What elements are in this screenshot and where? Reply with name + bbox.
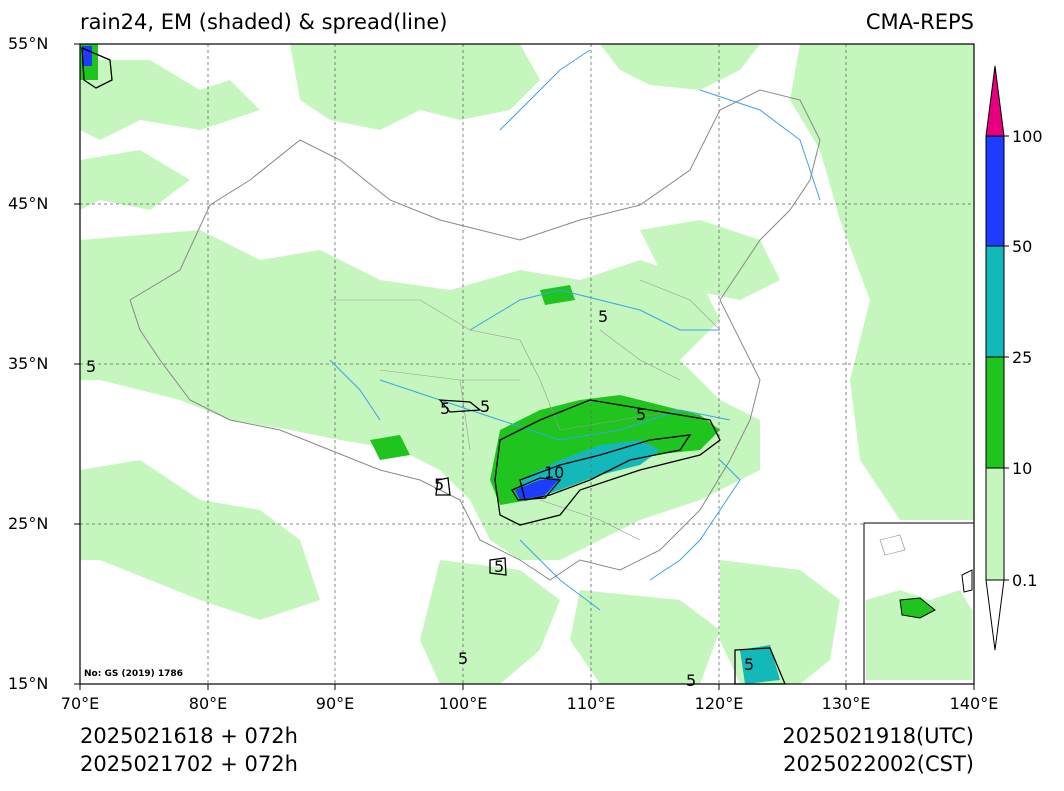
country-border <box>129 89 821 581</box>
contour-label: 5 <box>686 671 696 690</box>
colorbar-label: 25 <box>1012 348 1033 367</box>
lat-tick-label: 35°N <box>8 354 49 373</box>
colorbar <box>985 65 1009 651</box>
spread-contours <box>81 46 786 685</box>
contour-label: 5 <box>636 405 646 424</box>
colorbar-bin-10-25 <box>985 356 1005 469</box>
rain-light-areas <box>80 44 974 684</box>
contour-label-group: 5 5 5 5 10 5 5 5 5 5 5 <box>86 307 754 690</box>
chart-title: rain24, EM (shaded) & spread(line) <box>80 10 448 34</box>
lon-tick-label: 70°E <box>60 694 100 713</box>
contour-label: 5 <box>434 475 444 494</box>
colorbar-extend-top <box>985 65 1005 137</box>
model-source-label: CMA-REPS <box>865 10 974 34</box>
lon-tick-label: 90°E <box>315 694 355 713</box>
valid-time-cst: 2025022002(CST) <box>783 752 974 776</box>
contour-label: 5 <box>440 399 450 418</box>
lon-tick-label: 110°E <box>566 694 616 713</box>
map-approval-note: No: GS (2019) 1786 <box>84 669 183 679</box>
graticule <box>80 44 974 684</box>
contour-label: 5 <box>86 357 96 376</box>
lon-tick-label: 100°E <box>438 694 488 713</box>
contour-label: 5 <box>598 307 608 326</box>
lat-tick-label: 45°N <box>8 194 49 213</box>
lat-tick-label: 15°N <box>8 674 49 693</box>
colorbar-extend-bottom <box>985 579 1005 651</box>
colorbar-label: 100 <box>1012 127 1043 146</box>
colorbar-label: 0.1 <box>1012 571 1038 590</box>
lon-tick-label: 130°E <box>821 694 871 713</box>
province-borders <box>330 279 721 541</box>
lon-tick-label: 140°E <box>949 694 999 713</box>
valid-time-utc: 2025021918(UTC) <box>782 724 974 748</box>
contour-label: 10 <box>544 463 564 482</box>
init-time-utc: 2025021618 + 072h <box>80 724 298 748</box>
contour-label: 5 <box>494 557 504 576</box>
colorbar-bin-50-100 <box>985 135 1005 247</box>
axis-ticks <box>74 43 975 690</box>
contour-label: 5 <box>458 649 468 668</box>
contour-label: 5 <box>480 397 490 416</box>
lat-tick-label: 55°N <box>8 34 49 53</box>
south-china-sea-inset <box>863 522 975 685</box>
colorbar-bin-25-50 <box>985 245 1005 358</box>
contour-label: 5 <box>744 655 754 674</box>
colorbar-label: 10 <box>1012 459 1033 478</box>
colorbar-bin-0-1-10 <box>985 467 1005 581</box>
init-time-cst: 2025021702 + 072h <box>80 752 298 776</box>
colorbar-label: 50 <box>1012 237 1033 256</box>
lat-tick-label: 25°N <box>8 514 49 533</box>
lon-tick-label: 120°E <box>694 694 744 713</box>
lon-tick-label: 80°E <box>188 694 228 713</box>
